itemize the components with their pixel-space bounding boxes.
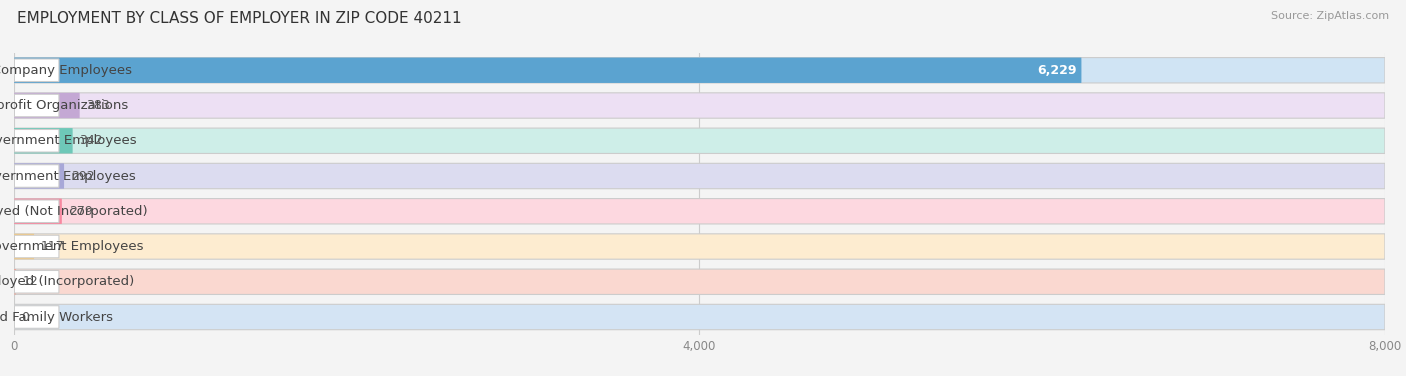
FancyBboxPatch shape: [14, 128, 73, 153]
FancyBboxPatch shape: [14, 163, 65, 189]
FancyBboxPatch shape: [14, 58, 1081, 83]
FancyBboxPatch shape: [14, 199, 1385, 224]
FancyBboxPatch shape: [14, 129, 59, 152]
FancyBboxPatch shape: [14, 234, 1385, 259]
Text: Self-Employed (Not Incorporated): Self-Employed (Not Incorporated): [0, 205, 148, 218]
Text: Self-Employed (Incorporated): Self-Employed (Incorporated): [0, 275, 135, 288]
Text: EMPLOYMENT BY CLASS OF EMPLOYER IN ZIP CODE 40211: EMPLOYMENT BY CLASS OF EMPLOYER IN ZIP C…: [17, 11, 461, 26]
Text: 383: 383: [87, 99, 110, 112]
FancyBboxPatch shape: [14, 200, 59, 223]
Text: 0: 0: [21, 311, 30, 323]
Text: Private Company Employees: Private Company Employees: [0, 64, 132, 77]
FancyBboxPatch shape: [14, 306, 59, 328]
Text: 292: 292: [70, 170, 94, 182]
FancyBboxPatch shape: [14, 235, 59, 258]
Text: 6,229: 6,229: [1036, 64, 1077, 77]
Text: State Government Employees: State Government Employees: [0, 134, 136, 147]
FancyBboxPatch shape: [14, 163, 1385, 189]
Text: Local Government Employees: Local Government Employees: [0, 170, 136, 182]
FancyBboxPatch shape: [14, 234, 34, 259]
FancyBboxPatch shape: [14, 58, 1385, 83]
Text: Not-for-profit Organizations: Not-for-profit Organizations: [0, 99, 128, 112]
FancyBboxPatch shape: [14, 93, 80, 118]
Text: Source: ZipAtlas.com: Source: ZipAtlas.com: [1271, 11, 1389, 21]
Text: 12: 12: [22, 275, 39, 288]
FancyBboxPatch shape: [14, 165, 59, 187]
FancyBboxPatch shape: [14, 199, 62, 224]
FancyBboxPatch shape: [14, 304, 1385, 330]
FancyBboxPatch shape: [14, 269, 1385, 294]
FancyBboxPatch shape: [14, 270, 59, 293]
FancyBboxPatch shape: [14, 93, 1385, 118]
Text: 117: 117: [41, 240, 65, 253]
Text: Federal Government Employees: Federal Government Employees: [0, 240, 143, 253]
Text: 279: 279: [69, 205, 93, 218]
Text: Unpaid Family Workers: Unpaid Family Workers: [0, 311, 112, 323]
FancyBboxPatch shape: [14, 94, 59, 117]
FancyBboxPatch shape: [14, 128, 1385, 153]
Text: 342: 342: [80, 134, 103, 147]
FancyBboxPatch shape: [14, 59, 59, 82]
FancyBboxPatch shape: [14, 269, 15, 294]
